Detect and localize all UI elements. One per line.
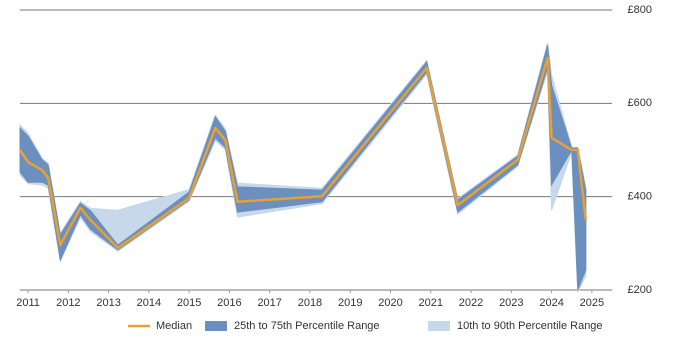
x-tick-label: 2011 [16, 297, 40, 309]
x-tick-label: 2020 [378, 297, 402, 309]
y-tick-label: £200 [628, 284, 652, 296]
x-tick-label: 2021 [419, 297, 443, 309]
y-tick-label: £800 [628, 4, 652, 16]
x-tick-label: 2012 [56, 297, 80, 309]
x-tick-label: 2018 [298, 297, 322, 309]
x-tick-label: 2024 [539, 297, 563, 309]
y-tick-label: £400 [628, 191, 652, 203]
median-line [18, 56, 588, 250]
legend-label: 25th to 75th Percentile Range [234, 320, 380, 332]
legend-label: Median [156, 320, 192, 332]
x-tick-label: 2023 [499, 297, 523, 309]
y-tick-label: £600 [628, 97, 652, 109]
legend-swatch [205, 321, 227, 331]
percentile-band [19, 42, 587, 293]
x-tick-label: 2013 [96, 297, 120, 309]
x-tick-label: 2016 [217, 297, 241, 309]
x-tick-label: 2014 [137, 297, 161, 309]
x-tick-label: 2015 [177, 297, 201, 309]
x-tick-label: 2022 [459, 297, 483, 309]
legend-label: 10th to 90th Percentile Range [457, 320, 603, 332]
legend-swatch [428, 321, 450, 331]
x-tick-label: 2019 [338, 297, 362, 309]
x-tick-label: 2017 [257, 297, 281, 309]
x-tick-label: 2025 [580, 297, 604, 309]
percentile-band [19, 44, 587, 291]
